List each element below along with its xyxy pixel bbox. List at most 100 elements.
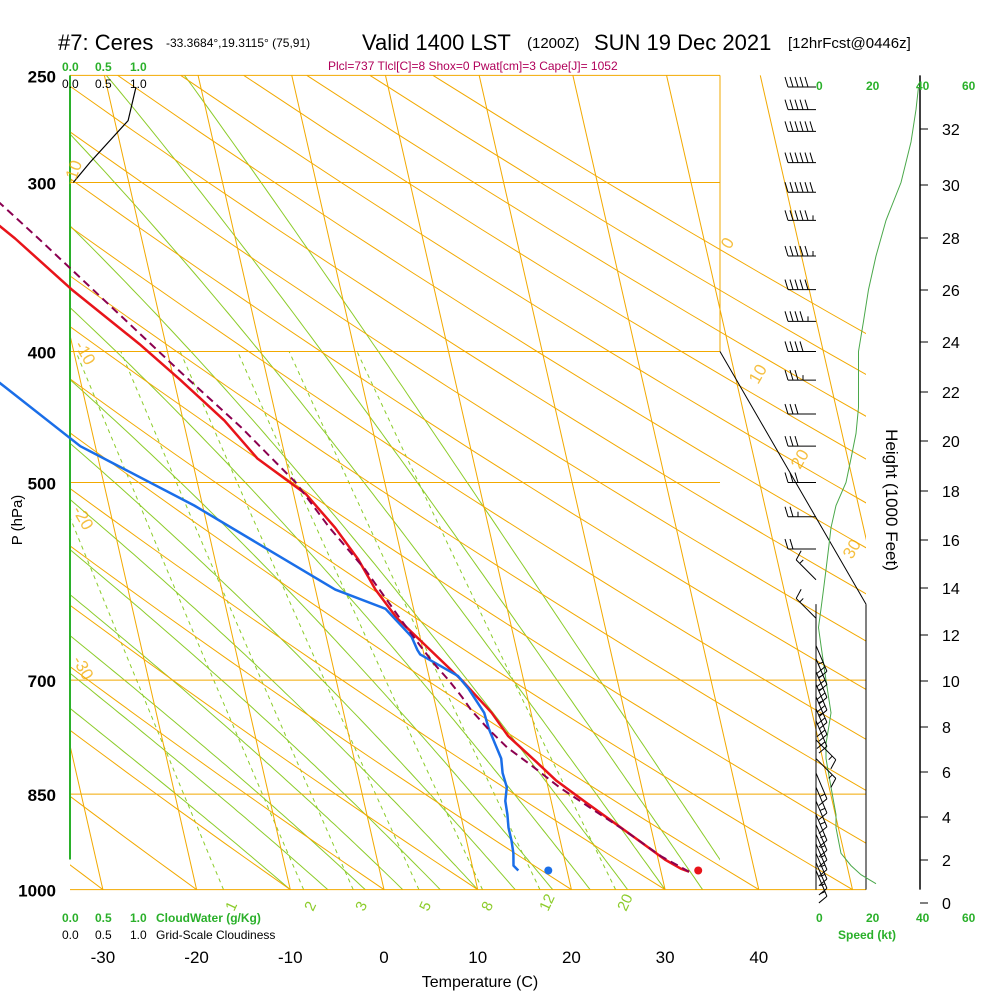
wind-barb	[815, 870, 828, 904]
mixing-ratio-line	[179, 351, 420, 890]
height-axis-label: Height (1000 Feet)	[882, 429, 901, 571]
forecast-run: [12hrFcst@0446z]	[788, 35, 911, 52]
height-tick-label: 4	[942, 810, 951, 827]
wind-barb-feather	[784, 279, 789, 290]
wind-barb-feather	[830, 759, 837, 770]
wind-barb-half-feather	[820, 873, 826, 877]
wind-barb-feather	[804, 152, 809, 163]
moist-adiabat-line	[70, 133, 666, 890]
moist-adiabat-line	[70, 378, 554, 890]
station-coords: -33.3684°,19.3115° (75,91)	[166, 36, 311, 50]
wind-barb-staff	[815, 720, 828, 747]
dry-adiabat-line	[70, 729, 291, 891]
wind-barb-staff	[815, 772, 828, 800]
wind-barb-feather	[789, 279, 794, 290]
wind-barb-feather	[795, 550, 802, 561]
wind-barb-feather	[818, 869, 828, 877]
dry-adiabat-line	[243, 75, 866, 460]
wind-barb	[784, 182, 816, 193]
wind-barb-feather	[789, 99, 794, 110]
surface-temperature-point	[694, 866, 703, 875]
wind-barb-feather	[804, 210, 809, 221]
isotherm-line	[759, 75, 866, 541]
wind-barb-feather	[789, 538, 794, 550]
wind-barb-feather	[809, 121, 814, 132]
wind-barb-staff	[815, 814, 828, 841]
moist-adiabat-line	[106, 75, 704, 890]
moist-adiabat-line	[70, 707, 291, 890]
wind-barb-feather	[789, 182, 794, 193]
wind-barb-staff	[815, 853, 828, 880]
wind-barb	[784, 506, 816, 518]
wind-barb-feather	[799, 182, 804, 193]
wind-barb-feather	[784, 210, 789, 221]
wind-barb-feather	[794, 341, 799, 352]
x-axis-label: Temperature (C)	[422, 974, 538, 991]
speed-tick-top: 40	[916, 79, 930, 93]
isotherm-line	[0, 75, 9, 889]
wind-barb-half-feather	[820, 891, 826, 895]
pressure-tick-label: 850	[28, 786, 56, 805]
wind-barb	[784, 210, 816, 221]
wind-barb-feather	[799, 245, 804, 257]
dry-adiabat-line	[70, 604, 478, 891]
wind-barb-half-feather	[818, 674, 824, 678]
cloud-scale-top-black: 1.0	[130, 77, 147, 91]
speed-tick-top: 20	[866, 79, 880, 93]
mixing-ratio-line	[70, 516, 224, 890]
wind-barb-feather	[784, 341, 789, 352]
wind-barb-feather	[804, 182, 809, 193]
wind-barb-feather	[794, 99, 799, 110]
dry-adiabat-line	[70, 275, 866, 792]
wind-barb-feather	[789, 311, 794, 322]
dry-adiabat-line	[70, 326, 866, 844]
wind-barb-feather	[789, 369, 794, 381]
dry-adiabat-line	[117, 75, 866, 549]
cloud-scale-top-green: 0.0	[62, 60, 79, 74]
wind-barb-feather	[818, 746, 828, 754]
wind-barb	[784, 152, 816, 164]
speed-tick-bottom: 60	[962, 911, 976, 925]
height-tick-label: 20	[942, 434, 960, 451]
wind-barb-staff	[815, 800, 828, 827]
wind-barb-feather	[799, 341, 804, 352]
height-tick-label: 8	[942, 720, 951, 737]
wind-barb-feather	[818, 878, 828, 887]
cloud-scale-bottom-green: 0.0	[62, 911, 79, 925]
wind-barb-feather	[799, 99, 804, 110]
wind-barb-feather	[794, 403, 799, 415]
wind-barb	[784, 99, 816, 111]
dry-adiabat-line	[70, 545, 572, 891]
height-tick-label: 0	[942, 896, 951, 913]
wind-barb	[784, 403, 816, 415]
moist-adiabat-line	[70, 442, 516, 890]
wind-barb	[815, 758, 837, 788]
height-tick-label: 14	[942, 581, 960, 598]
isotherm-label: 20	[787, 446, 813, 472]
isotherm-label: 30	[839, 536, 865, 562]
wind-barb-staff	[795, 598, 817, 619]
wind-barb	[784, 245, 816, 257]
cloudwater-label: CloudWater (g/Kg)	[156, 911, 261, 925]
wind-barb-feather	[789, 472, 794, 483]
wind-barb-feather	[784, 121, 789, 132]
mixing-ratio-line	[75, 351, 305, 890]
cloud-scale-top-green: 0.5	[95, 60, 112, 74]
wind-barb-feather	[799, 311, 804, 322]
moist-adiabat-line	[70, 548, 441, 890]
wind-barb-feather	[818, 839, 828, 848]
wind-barb-staff	[815, 739, 837, 761]
wind-barb-feather	[784, 152, 789, 163]
wind-barb-feather	[789, 121, 794, 132]
wind-barb-feather	[789, 152, 794, 163]
wind-barb-feather	[799, 279, 804, 290]
wind-barb-feather	[789, 76, 794, 88]
dry-adiabat-line	[70, 432, 760, 891]
wind-barb-feather	[794, 472, 799, 483]
temperature-tick-label: 30	[656, 948, 675, 967]
wind-barb-feather	[818, 895, 828, 904]
wind-barb-feather	[784, 506, 789, 517]
speed-tick-top: 60	[962, 79, 976, 93]
wind-barb-staff	[815, 870, 828, 897]
wind-barb-feather	[818, 887, 828, 896]
